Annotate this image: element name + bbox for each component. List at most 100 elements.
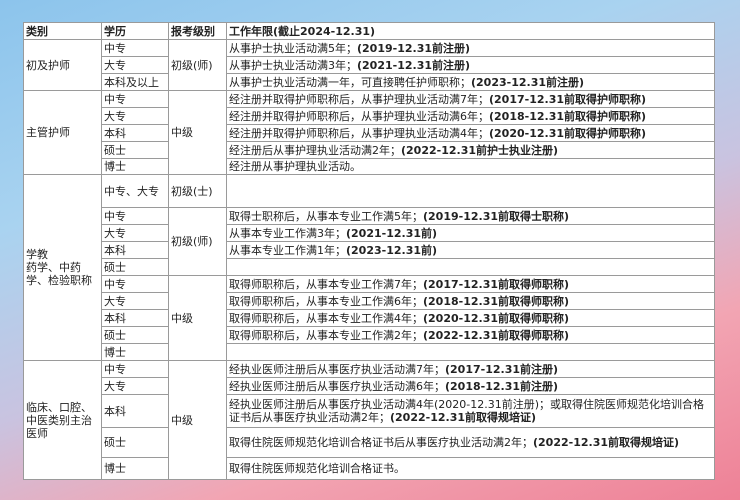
requirement-text: 经执业医师注册后从事医疗执业活动满4年(2020-12.31前注册)；或取得住院… [229,398,705,424]
requirement-text: 经注册并取得护师职称后，从事护理执业活动满6年； [229,109,489,123]
requirement-text: 从事本专业工作满3年； [229,226,346,240]
deadline-note: (2021-12.31前) [346,226,438,240]
requirement-cell: 取得师职称后，从事本专业工作满4年；(2020-12.31前取得师职称) [226,309,715,327]
education-cell: 大专 [101,107,169,125]
requirement-text: 经注册后从事护理执业活动满2年； [229,143,401,157]
education-cell: 硕士 [101,427,169,458]
requirement-text: 经执业医师注册后从事医疗执业活动满7年； [229,362,445,376]
education-cell: 中专 [101,275,169,293]
deadline-note: (2018-12.31前取得护师职称) [489,109,647,123]
requirement-cell: 经注册后从事护理执业活动满2年；(2022-12.31前护士执业注册) [226,141,715,159]
requirement-cell: 取得士职称后，从事本专业工作满5年；(2019-12.31前取得士职称) [226,207,715,225]
category-cell: 学教 药学、中药学、检验职称 [23,174,102,361]
deadline-note: (2017-12.31前注册) [445,362,559,376]
education-cell: 硕士 [101,326,169,344]
requirement-text: 取得师职称后，从事本专业工作满4年； [229,311,423,325]
requirement-cell [226,258,715,276]
requirements-table: 类别 学历 报考级别 工作年限(截止2024-12.31) 初及护师 中专 初级(师… [23,22,715,480]
deadline-note: (2017-12.31前取得师职称) [423,277,570,291]
requirement-cell: 经注册并取得护师职称后，从事护理执业活动满6年；(2018-12.31前取得护师… [226,107,715,125]
table-body: 初及护师 中专 初级(师) 从事护士执业活动满5年；(2019-12.31前注册) 大专… [23,39,715,480]
category-cell: 临床、口腔、中医类别主治医师 [23,360,102,480]
education-cell: 博士 [101,457,169,480]
table-row: 博士 取得住院医师规范化培训合格证书。 [24,457,715,480]
deadline-note: (2018-12.31前注册) [445,379,559,393]
deadline-note: (2022-12.31前取得规培证) [533,436,680,449]
requirement-cell: 经注册并取得护师职称后，从事护理执业活动满4年；(2020-12.31前取得护师… [226,124,715,142]
table-row: 学教 药学、中药学、检验职称 中专、大专 初级(士) [23,174,715,361]
requirement-cell: 取得住院医师规范化培训合格证书后从事医疗执业活动满2年；(2022-12.31前… [226,427,715,458]
level-cell: 初级(师) [168,207,227,276]
header-requirement: 工作年限(截止2024-12.31) [226,22,715,40]
requirement-cell: 取得师职称后，从事本专业工作满2年；(2022-12.31前取得师职称) [226,326,715,344]
table-row: 本科 从事本专业工作满1年；(2023-12.31前) [24,241,715,259]
requirement-cell: 经执业医师注册后从事医疗执业活动满4年(2020-12.31前注册)；或取得住院… [226,394,715,428]
requirement-text: 经注册并取得护师职称后，从事护理执业活动满7年； [229,92,489,106]
requirement-text: 从事护士执业活动满5年； [229,41,357,55]
requirement-text: 经执业医师注册后从事医疗执业活动满6年； [229,379,445,393]
requirement-text: 取得师职称后，从事本专业工作满7年； [229,277,423,291]
table-row: 本科 取得师职称后，从事本专业工作满4年；(2020-12.31前取得师职称) [24,309,715,327]
deadline-note: (2020-12.31前取得师职称) [423,311,570,325]
requirement-text: 取得住院医师规范化培训合格证书。 [229,462,405,475]
requirement-cell: 从事护士执业活动满5年；(2019-12.31前注册) [226,39,715,57]
requirements-table-container: 类别 学历 报考级别 工作年限(截止2024-12.31) 初及护师 中专 初级(师… [23,22,715,480]
requirement-cell: 从事护士执业活动满一年，可直接聘任护师职称；(2023-12.31前注册) [226,73,715,91]
deadline-note: (2022-12.31前取得规培证) [390,411,537,424]
table-row: 大专 经执业医师注册后从事医疗执业活动满6年；(2018-12.31前注册) [24,377,715,395]
table-row: 初及护师 中专 初级(师) 从事护士执业活动满5年；(2019-12.31前注册) [23,39,715,91]
education-cell: 中专 [101,207,169,225]
education-cell: 硕士 [101,258,169,276]
deadline-note: (2022-12.31前取得师职称) [423,328,570,342]
deadline-note: (2022-12.31前护士执业注册) [401,143,559,157]
education-cell: 本科 [101,394,169,428]
level-cell: 初级(士) [168,174,227,208]
requirement-cell: 从事本专业工作满1年；(2023-12.31前) [226,241,715,259]
education-cell: 本科 [101,309,169,327]
requirement-cell [226,343,715,361]
education-cell: 中专 [101,39,169,57]
requirement-cell: 经注册并取得护师职称后，从事护理执业活动满7年；(2017-12.31前取得护师… [226,90,715,108]
requirement-text: 从事护士执业活动满一年，可直接聘任护师职称； [229,75,471,89]
level-cell: 中级 [168,90,227,175]
table-row: 硕士 [24,258,715,276]
deadline-note: (2021-12.31前注册) [357,58,471,72]
requirement-cell: 取得师职称后，从事本专业工作满7年；(2017-12.31前取得师职称) [226,275,715,293]
requirement-text: 取得住院医师规范化培训合格证书后从事医疗执业活动满2年； [229,436,533,449]
education-cell: 中专、大专 [101,174,169,208]
education-cell: 大专 [101,292,169,310]
header-level: 报考级别 [168,22,227,40]
education-cell: 本科及以上 [101,73,169,91]
table-row: 博士 [24,343,715,361]
deadline-note: (2017-12.31前取得护师职称) [489,92,647,106]
requirement-text: 取得师职称后，从事本专业工作满6年； [229,294,423,308]
table-row: 博士 经注册从事护理执业活动。 [24,158,715,175]
table-row: 本科 经执业医师注册后从事医疗执业活动满4年(2020-12.31前注册)；或取得… [24,394,715,428]
education-cell: 博士 [101,158,169,175]
header-row: 类别 学历 报考级别 工作年限(截止2024-12.31) [23,22,715,40]
requirement-cell [226,174,715,208]
table-row: 大专 从事本专业工作满3年；(2021-12.31前) [24,224,715,242]
table-row: 中专 中级 取得师职称后，从事本专业工作满7年；(2017-12.31前取得师职称) [24,275,715,361]
education-cell: 博士 [101,343,169,361]
deadline-note: (2019-12.31前注册) [357,41,471,55]
table-row: 硕士 经注册后从事护理执业活动满2年；(2022-12.31前护士执业注册) [24,141,715,159]
level-cell: 中级 [168,275,227,361]
requirement-text: 经注册并取得护师职称后，从事护理执业活动满4年； [229,126,489,140]
requirement-text: 取得士职称后，从事本专业工作满5年； [229,209,423,223]
table-row: 硕士 取得师职称后，从事本专业工作满2年；(2022-12.31前取得师职称) [24,326,715,344]
education-cell: 大专 [101,224,169,242]
requirement-cell: 取得师职称后，从事本专业工作满6年；(2018-12.31前取得师职称) [226,292,715,310]
requirement-cell: 从事本专业工作满3年；(2021-12.31前) [226,224,715,242]
table-row: 硕士 取得住院医师规范化培训合格证书后从事医疗执业活动满2年；(2022-12.3… [24,427,715,458]
header-category: 类别 [23,22,102,40]
deadline-note: (2019-12.31前取得士职称) [423,209,570,223]
education-cell: 中专 [101,360,169,378]
requirement-cell: 从事护士执业活动满3年；(2021-12.31前注册) [226,56,715,74]
deadline-note: (2023-12.31前) [346,243,438,257]
table-row: 大专 从事护士执业活动满3年；(2021-12.31前注册) [24,56,715,74]
category-cell: 初及护师 [23,39,102,91]
category-cell: 主管护师 [23,90,102,175]
table-row: 中专 初级(师) 取得士职称后，从事本专业工作满5年；(2019-12.31前取得士… [24,207,715,276]
education-cell: 大专 [101,377,169,395]
